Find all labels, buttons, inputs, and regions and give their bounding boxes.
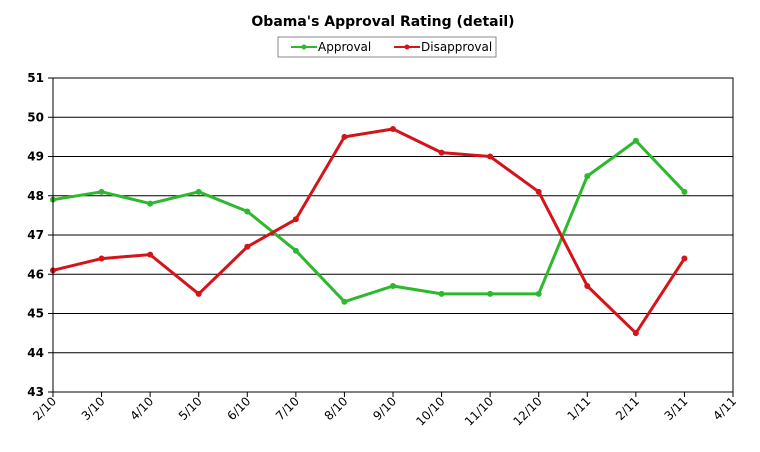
data-point-disapproval — [195, 290, 202, 297]
x-tick-label: 6/10 — [224, 394, 253, 423]
legend: Approval Disapproval — [277, 36, 497, 58]
data-point-disapproval — [244, 243, 251, 250]
data-point-approval — [244, 208, 251, 215]
x-tick-label: 10/10 — [413, 394, 447, 428]
data-point-disapproval — [341, 133, 348, 140]
x-tick-label: 3/11 — [662, 394, 691, 423]
y-tick-label: 46 — [27, 267, 44, 281]
y-axis-ticks: 43 44 45 46 47 48 49 50 51 — [27, 71, 53, 399]
x-tick-label: 8/10 — [322, 394, 351, 423]
data-point-approval — [681, 188, 688, 195]
data-point-approval — [438, 290, 445, 297]
y-tick-label: 44 — [27, 346, 44, 360]
y-tick-label: 50 — [27, 110, 44, 124]
x-tick-label: 9/10 — [370, 394, 399, 423]
data-point-disapproval — [438, 149, 445, 156]
legend-approval-label: Approval — [318, 40, 371, 54]
x-tick-label: 3/10 — [79, 394, 108, 423]
legend-disapproval-marker — [404, 44, 410, 50]
x-tick-label: 2/11 — [613, 394, 642, 423]
data-point-approval — [292, 247, 299, 254]
legend-disapproval-label: Disapproval — [421, 40, 492, 54]
y-tick-label: 48 — [27, 189, 44, 203]
y-tick-label: 49 — [27, 150, 44, 164]
x-tick-label: 12/10 — [510, 394, 544, 428]
data-point-approval — [98, 188, 105, 195]
x-axis-ticks: 2/10 3/10 4/10 5/10 6/10 7/10 8/10 9/10 10/10 11/… — [30, 392, 739, 429]
x-tick-label: 1/11 — [564, 394, 593, 423]
y-tick-label: 43 — [27, 385, 44, 399]
data-point-approval — [487, 290, 494, 297]
legend-box — [277, 36, 497, 58]
data-point-disapproval — [292, 216, 299, 223]
series-line-disapproval — [52, 127, 686, 335]
data-point-disapproval — [584, 283, 591, 290]
chart-title: Obama's Approval Rating (detail) — [251, 14, 514, 30]
data-point-disapproval — [681, 255, 688, 262]
data-point-approval — [195, 188, 202, 195]
x-tick-label: 5/10 — [176, 394, 205, 423]
x-tick-label: 4/10 — [127, 394, 156, 423]
x-tick-label: 7/10 — [273, 394, 302, 423]
data-point-approval — [632, 137, 639, 144]
data-point-approval — [535, 290, 542, 297]
data-point-approval — [341, 298, 348, 305]
series-layer — [50, 126, 688, 337]
y-tick-label: 47 — [27, 228, 44, 242]
data-point-approval — [390, 283, 396, 290]
y-tick-label: 45 — [27, 307, 44, 321]
data-point-disapproval — [98, 255, 105, 262]
data-point-disapproval — [390, 126, 396, 133]
data-point-disapproval — [487, 153, 494, 160]
x-tick-label: 4/11 — [710, 394, 739, 423]
data-point-disapproval — [147, 251, 154, 258]
series-line-approval — [52, 139, 686, 304]
x-tick-label: 11/10 — [462, 394, 496, 428]
y-tick-label: 51 — [27, 71, 44, 85]
gridlines — [53, 77, 733, 393]
data-point-disapproval — [632, 330, 639, 337]
data-point-disapproval — [535, 188, 542, 195]
data-point-approval — [584, 173, 591, 180]
data-point-approval — [147, 200, 154, 207]
plot-frame — [52, 77, 734, 393]
legend-approval-marker — [301, 44, 307, 50]
